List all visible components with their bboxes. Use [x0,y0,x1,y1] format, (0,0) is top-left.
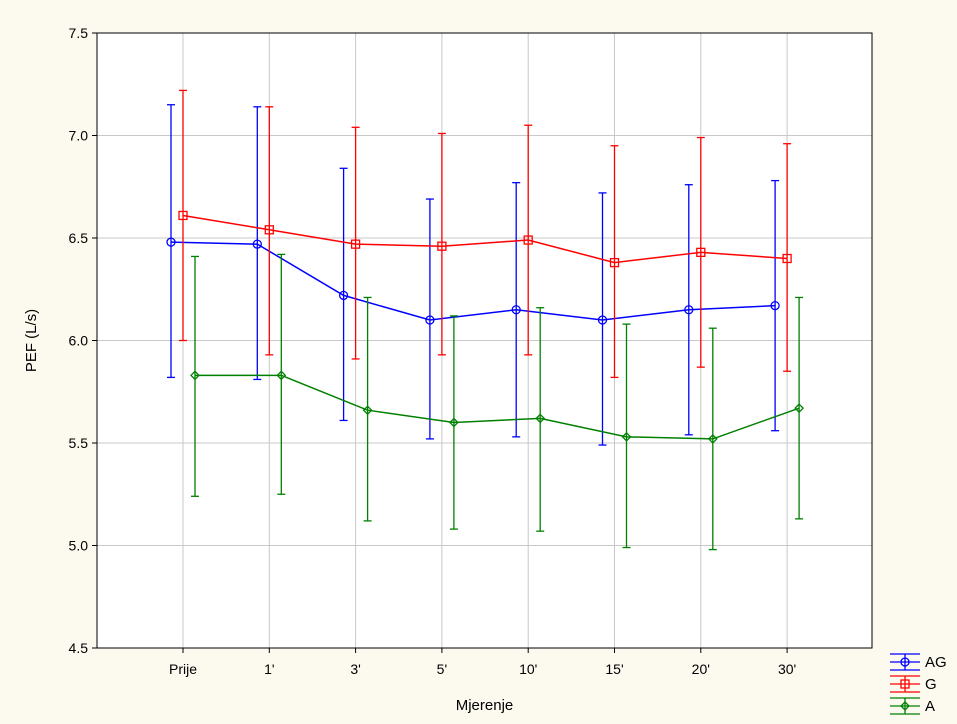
data-point [190,370,200,381]
legend-item-AG: AG [890,653,947,671]
x-tick-label: 1' [264,661,274,677]
data-point [609,257,620,268]
data-point [707,433,718,444]
y-tick-label: 4.5 [69,640,89,656]
data-point [782,253,792,264]
data-point [696,247,706,258]
data-point [900,657,910,667]
data-point [900,701,910,711]
x-tick-label: 10' [519,661,537,677]
x-axis-title: Mjerenje [456,697,514,714]
data-point [770,300,780,311]
data-point [437,241,447,251]
y-tick-label: 6.5 [69,230,89,246]
y-tick-label: 7.0 [69,128,89,144]
series-line [170,241,776,321]
data-point [178,210,188,221]
data-point [350,239,361,249]
series-G [178,89,792,379]
axes: 4.5 5.0 5.5 6.0 6.5 7.0 7.5 Prije 1' 3' 5' 10' 15' 20… [69,25,873,677]
legend-label: A [925,698,935,715]
data-point [264,225,274,235]
y-tick-label: 5.0 [69,538,89,554]
data-point [448,417,459,428]
data-point [338,290,349,301]
y-tick-label: 6.0 [69,333,89,349]
legend: AG GA [890,653,947,715]
data-point [252,239,262,249]
series-line [195,374,800,440]
x-tick-label: 15' [605,661,623,677]
series-AG [166,104,780,446]
data-point [621,431,632,442]
x-tick-label: 5' [437,661,447,677]
data-point [511,305,521,315]
x-tick-label: 30' [778,661,796,677]
legend-label: AG [925,654,947,671]
series-line [182,214,788,264]
data-point [684,305,694,315]
data-point [276,370,287,381]
y-tick-label: 7.5 [69,25,89,41]
series-layer [166,89,805,551]
series-A [190,253,805,551]
y-axis-title: PEF (L/s) [23,309,40,372]
data-point [535,413,546,424]
data-point [425,315,435,325]
legend-item-A: A [890,697,935,715]
data-point [166,237,176,247]
legend-label: G [925,676,937,693]
data-point [362,405,373,416]
x-tick-label: Prije [169,661,197,677]
data-point [523,235,533,245]
x-tick-label: 20' [692,661,710,677]
data-point [597,315,608,325]
data-point [900,679,910,689]
y-tick-label: 5.5 [69,435,89,451]
x-tick-label: 3' [350,661,360,677]
data-point [794,403,805,414]
legend-item-G: G [890,675,937,693]
